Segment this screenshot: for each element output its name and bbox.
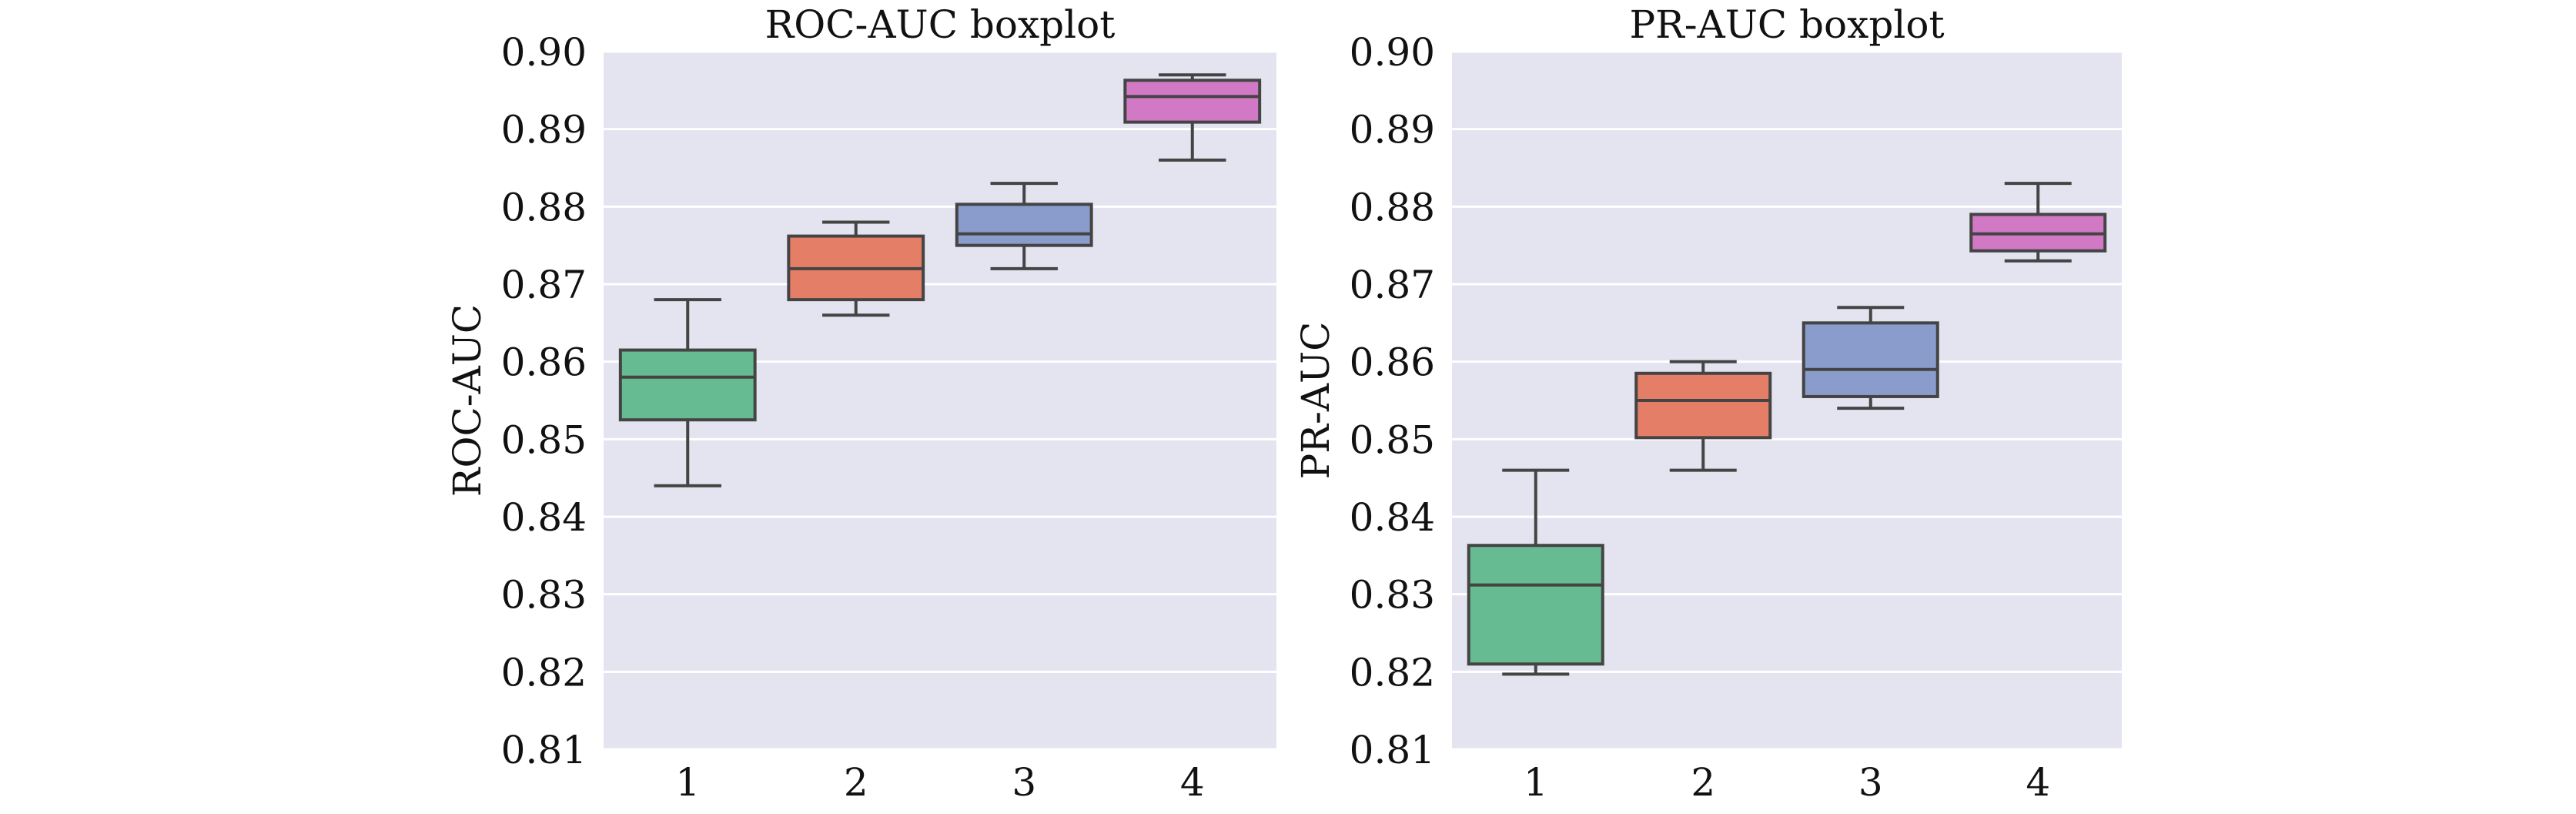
interquartile-box [618,348,757,422]
roc-auc-box-4 [1123,73,1262,162]
roc-auc-box-1 [618,298,757,487]
pr-auc-box-3 [1802,306,1939,410]
pr-auc-panel: 0.81 0.82 0.83 0.84 0.85 0.86 0.87 0.88 0.89 0.90… [1293,2,2122,805]
roc-auc-box-2 [787,220,925,317]
pr-auc-ytick-label: 0.82 [1350,650,1435,695]
pr-auc-ytick-label: 0.81 [1350,728,1435,772]
roc-auc-chart-title: ROC-AUC boxplot [765,2,1116,47]
pr-auc-ytick-label: 0.83 [1350,573,1435,618]
pr-auc-ytick-label: 0.89 [1350,108,1435,152]
pr-auc-box-2 [1634,360,1772,472]
pr-auc-xtick-label: 2 [1691,760,1715,805]
roc-auc-ytick-label: 0.85 [501,417,587,462]
roc-auc-ytick-label: 0.82 [501,650,587,695]
roc-auc-panel: 0.81 0.82 0.83 0.84 0.85 0.86 0.87 0.88 0.89 0.90… [445,2,1276,805]
pr-auc-xtick-label: 3 [1858,760,1883,805]
roc-auc-ytick-label: 0.86 [501,340,587,385]
pr-auc-ytick-label: 0.87 [1350,263,1435,307]
roc-auc-ytick-label: 0.81 [501,728,587,772]
interquartile-box [1634,371,1772,440]
pr-auc-xtick-label: 1 [1524,760,1548,805]
interquartile-box [1467,544,1604,666]
interquartile-box [1123,79,1262,124]
pr-auc-xtick-label: 4 [2026,760,2050,805]
roc-auc-xtick-label: 2 [844,760,868,805]
pr-auc-ytick-label: 0.90 [1350,30,1435,75]
pr-auc-chart-title: PR-AUC boxplot [1629,2,1944,47]
pr-auc-box-4 [1969,182,2107,263]
roc-auc-ytick-label: 0.87 [501,263,587,307]
pr-auc-ytick-label: 0.84 [1350,495,1435,540]
pr-auc-box-1 [1467,468,1604,676]
interquartile-box [955,203,1093,247]
roc-auc-box-3 [955,182,1093,270]
roc-auc-xtick-label: 1 [675,760,700,805]
pr-auc-ytick-label: 0.88 [1350,185,1435,229]
roc-auc-ytick-label: 0.84 [501,495,587,540]
pr-auc-ytick-label: 0.86 [1350,340,1435,385]
roc-auc-ytick-label: 0.83 [501,573,587,618]
roc-auc-ytick-label: 0.88 [501,185,587,229]
roc-auc-ytick-label: 0.89 [501,108,587,152]
pr-auc-ytick-label: 0.85 [1350,417,1435,462]
roc-auc-y-axis-label: ROC-AUC [445,304,490,497]
interquartile-box [1802,321,1939,398]
roc-auc-ytick-label: 0.90 [501,30,587,75]
roc-auc-xtick-label: 4 [1180,760,1205,805]
pr-auc-y-axis-label: PR-AUC [1293,322,1338,480]
roc-auc-xtick-label: 3 [1012,760,1036,805]
